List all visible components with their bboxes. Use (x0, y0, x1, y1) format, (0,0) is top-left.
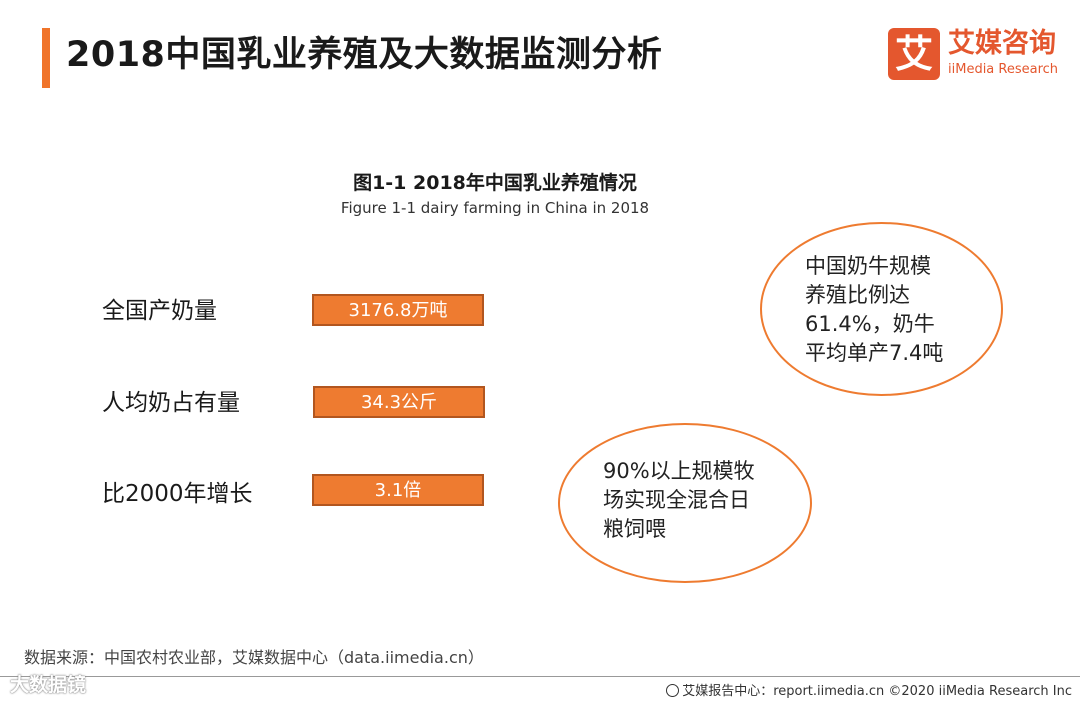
footer-report-credit: 艾媒报告中心：report.iimedia.cn ©2020 iiMedia R… (666, 680, 1072, 699)
bubble-line: 中国奶牛规模 (805, 254, 931, 278)
metric-value-milk-output: 3176.8万吨 (312, 294, 484, 326)
bubble-scale-farming (760, 222, 1003, 396)
bubble-line: 平均单产7.4吨 (805, 341, 944, 365)
metric-label-growth: 比2000年增长 (102, 481, 253, 507)
metric-label-per-capita: 人均奶占有量 (102, 390, 240, 416)
figure-title: 图1-1 2018年中国乳业养殖情况 (353, 172, 637, 194)
logo-name-cn: 艾媒咨询 (948, 28, 1056, 59)
figure-subtitle: Figure 1-1 dairy farming in China in 201… (340, 199, 650, 217)
bubble-line: 90%以上规模牧 (603, 459, 755, 483)
bubble-tmr-feeding (558, 423, 812, 583)
globe-icon (666, 684, 680, 697)
title-accent-bar (42, 28, 50, 88)
logo-name-en: iiMedia Research (948, 62, 1059, 77)
bubble-tmr-feeding-text: 90%以上规模牧 场实现全混合日 粮饲喂 (603, 457, 755, 544)
bubble-line: 场实现全混合日 (603, 488, 750, 512)
metric-label-milk-output: 全国产奶量 (102, 298, 217, 324)
bubble-scale-farming-text: 中国奶牛规模 养殖比例达 61.4%，奶牛 平均单产7.4吨 (805, 252, 943, 368)
logo-mark-icon: 艾 (888, 28, 940, 80)
data-source-note: 数据来源：中国农村农业部，艾媒数据中心（data.iimedia.cn） (24, 648, 484, 667)
page-title: 2018中国乳业养殖及大数据监测分析 (66, 35, 663, 75)
bubble-line: 粮饲喂 (603, 517, 666, 541)
footer-report-text: 艾媒报告中心：report.iimedia.cn ©2020 iiMedia R… (682, 684, 1072, 699)
metric-value-per-capita: 34.3公斤 (313, 386, 485, 418)
metric-value-growth: 3.1倍 (312, 474, 484, 506)
bubble-line: 养殖比例达 (805, 283, 910, 307)
footer-divider (0, 676, 1080, 677)
iimedia-logo: 艾 艾媒咨询 iiMedia Research (888, 28, 1068, 84)
bubble-line: 61.4%，奶牛 (805, 312, 935, 336)
watermark: 大数据镜 (10, 674, 87, 696)
